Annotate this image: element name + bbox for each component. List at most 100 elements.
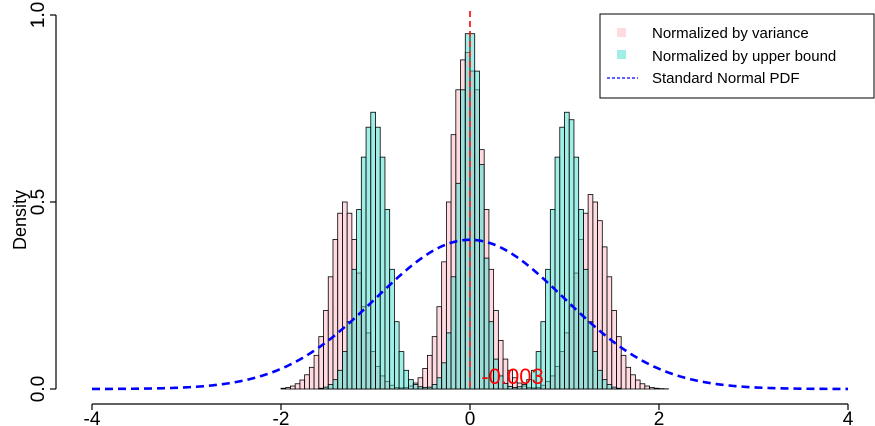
hist-bar-upper-bound (384, 209, 391, 390)
hist-bar-upper-bound (578, 209, 584, 390)
hist-bar-upper-bound (592, 351, 598, 390)
hist-bar-variance (313, 354, 320, 390)
hist-bar-variance (327, 276, 334, 390)
hist-bar-upper-bound (436, 377, 443, 390)
x-tick-label: 4 (843, 409, 854, 426)
hist-bar-upper-bound (479, 164, 485, 390)
hist-bar-upper-bound (337, 369, 343, 390)
hist-bar-upper-bound (431, 384, 438, 390)
hist-bar-variance (285, 387, 291, 390)
hist-bar-upper-bound (417, 386, 424, 390)
hist-bar-upper-bound (554, 156, 561, 390)
hist-bar-variance (290, 385, 296, 390)
hist-bar-variance (308, 366, 315, 390)
hist-bar-variance (332, 238, 339, 390)
hist-bar-upper-bound (559, 126, 565, 390)
hist-bar-variance (611, 310, 617, 390)
hist-bar-upper-bound (403, 369, 409, 390)
hist-bar-upper-bound (398, 351, 405, 390)
mean-annotation-label: -0.003 (481, 364, 543, 389)
hist-bar-upper-bound (332, 379, 339, 390)
hist-bar-upper-bound (375, 126, 381, 390)
hist-bar-upper-bound (597, 369, 603, 390)
hist-bar-upper-bound (568, 119, 575, 390)
hist-bar-variance (597, 220, 603, 390)
y-axis-label: Density (10, 190, 30, 250)
hist-bar-variance (630, 374, 636, 390)
hist-bar-variance (436, 306, 443, 390)
hist-bar-upper-bound (323, 386, 329, 390)
hist-bar-upper-bound (412, 384, 419, 390)
axes: -4 -2 0 2 4 0.0 0.5 1.01. (28, 2, 854, 426)
hist-bar-upper-bound (346, 321, 353, 390)
hist-bar-upper-bound (549, 209, 556, 390)
hist-bar-upper-bound (360, 156, 367, 390)
hist-bar-upper-bound (488, 321, 495, 390)
hist-bar-variance (601, 246, 608, 390)
hist-bar-upper-bound (497, 375, 504, 390)
hist-bar-upper-bound (445, 332, 452, 390)
hist-bar-upper-bound (356, 209, 362, 390)
hist-bar-upper-bound (611, 386, 617, 390)
hist-bar-variance (422, 368, 428, 390)
x-tick-label: -2 (273, 409, 290, 426)
hist-bar-upper-bound (408, 379, 414, 390)
hist-bar-upper-bound (601, 379, 608, 390)
hist-bar-upper-bound (587, 321, 594, 390)
hist-bar-upper-bound (616, 387, 622, 390)
hist-bar-variance (323, 310, 329, 390)
annotation-layer: -0.003 (469, 11, 544, 389)
hist-bar-upper-bound (455, 182, 461, 390)
hist-bar-upper-bound (474, 70, 480, 390)
y-tick-label: 0.5 (28, 189, 49, 215)
hist-bar-upper-bound (427, 386, 433, 390)
hist-bar-upper-bound (573, 156, 580, 390)
hist-bar-upper-bound (342, 351, 348, 390)
hist-bar-variance (644, 385, 650, 390)
hist-bar-variance (606, 276, 613, 390)
hist-bar-upper-bound (365, 126, 372, 390)
y-tick-label: 1.0 (28, 2, 49, 28)
hist-bar-upper-bound (422, 387, 428, 390)
y-tick-label-top: 1. (28, 12, 49, 28)
hist-bar-upper-bound (389, 268, 395, 390)
x-tick-label: -4 (84, 409, 101, 426)
hist-bar-variance (634, 379, 641, 390)
hist-bar-upper-bound (583, 268, 589, 390)
y-tick-label: 0.0 (28, 376, 49, 402)
hist-bar-upper-bound (564, 111, 570, 390)
hist-bar-upper-bound (493, 358, 499, 390)
hist-bar-upper-bound (606, 384, 613, 390)
legend-label-upper-bound: Normalized by upper bound (652, 48, 836, 65)
hist-bar-upper-bound (327, 384, 334, 390)
hist-bar-variance (294, 383, 301, 390)
legend-label-normal: Standard Normal PDF (652, 70, 800, 87)
legend-swatch-upper-bound (617, 50, 626, 59)
hist-bar-upper-bound (318, 387, 324, 390)
histogram-layer (280, 33, 669, 390)
x-tick-label: 0 (465, 409, 476, 426)
hist-bar-variance (625, 366, 632, 390)
hist-bar-variance (304, 374, 310, 390)
hist-bar-variance (649, 387, 655, 390)
hist-bar-variance (280, 387, 287, 390)
hist-bar-upper-bound (441, 362, 447, 390)
hist-bar-variance (616, 336, 622, 390)
hist-bar-upper-bound (351, 268, 358, 390)
curve-layer (92, 238, 848, 391)
hist-bar-variance (431, 336, 438, 390)
hist-bar-variance (299, 379, 306, 390)
hist-bar-upper-bound (379, 156, 386, 390)
hist-bar-upper-bound (393, 321, 400, 390)
x-tick-label: 2 (654, 409, 665, 426)
hist-bar-upper-bound (545, 268, 551, 390)
standard-normal-pdf-curve (92, 238, 848, 391)
hist-bar-upper-bound (370, 111, 376, 390)
hist-bar-variance (337, 212, 343, 390)
hist-bar-upper-bound (450, 276, 457, 390)
legend-box (599, 13, 875, 99)
hist-bar-variance (427, 354, 433, 390)
legend: Normalized by variance Normalized by upp… (599, 13, 875, 99)
hist-bar-variance (653, 387, 660, 390)
